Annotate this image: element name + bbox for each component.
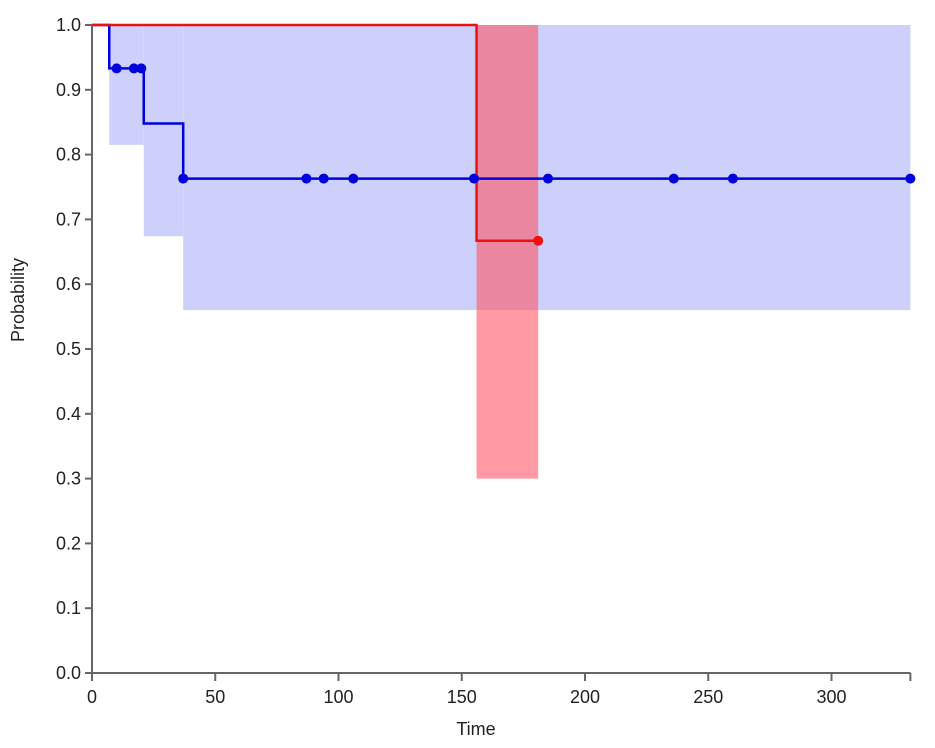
red-survival-line (92, 23, 539, 243)
y-tick-label: 1.0 (56, 15, 81, 35)
y-tick-label: 0.7 (56, 209, 81, 229)
y-tick-label: 0.2 (56, 533, 81, 553)
y-tick-label: 0.4 (56, 404, 81, 424)
x-tick-label: 50 (205, 687, 225, 707)
blue-censor-marker[interactable] (668, 173, 679, 184)
y-tick-label: 0.0 (56, 663, 81, 683)
blue-confidence-band (183, 25, 911, 311)
confidence-bands (109, 25, 911, 479)
blue-censor-marker[interactable] (543, 173, 554, 184)
blue-confidence-band (143, 25, 184, 237)
y-tick-label: 0.8 (56, 145, 81, 165)
y-tick-label: 0.9 (56, 80, 81, 100)
y-tick-label: 0.6 (56, 274, 81, 294)
blue-censor-marker[interactable] (727, 173, 738, 184)
blue-censor-marker[interactable] (128, 63, 139, 74)
x-tick-label: 250 (693, 687, 723, 707)
blue-survival-line (92, 23, 911, 180)
blue-censor-marker[interactable] (469, 173, 480, 184)
y-axis-ticks: 0.0 0.1 0.2 0.3 0.4 0.5 0.6 0.7 0.8 0.9 1.0 (56, 15, 92, 683)
blue-censor-marker[interactable] (301, 173, 312, 184)
censor-markers (111, 63, 916, 246)
x-axis-title: Time (456, 719, 495, 739)
blue-censor-marker[interactable] (318, 173, 329, 184)
survival-curves (92, 23, 911, 243)
blue-censor-marker[interactable] (111, 63, 122, 74)
x-axis-ticks: 0 50 100 150 200 250 300 (87, 673, 912, 707)
blue-censor-marker[interactable] (136, 63, 147, 74)
blue-censor-marker[interactable] (905, 173, 916, 184)
x-tick-label: 150 (447, 687, 477, 707)
y-tick-label: 0.3 (56, 469, 81, 489)
red-censor-marker[interactable] (533, 235, 544, 246)
blue-censor-marker[interactable] (178, 173, 189, 184)
y-tick-label: 0.5 (56, 339, 81, 359)
x-tick-label: 0 (87, 687, 97, 707)
y-tick-label: 0.1 (56, 598, 81, 618)
axes: 0.0 0.1 0.2 0.3 0.4 0.5 0.6 0.7 0.8 0.9 1.0 0 50 100… (56, 15, 912, 707)
x-tick-label: 300 (816, 687, 846, 707)
x-tick-label: 200 (570, 687, 600, 707)
blue-confidence-band (109, 25, 144, 145)
y-axis-title: Probability (8, 258, 28, 342)
blue-censor-marker[interactable] (348, 173, 359, 184)
x-tick-label: 100 (323, 687, 353, 707)
red-confidence-band (476, 25, 539, 479)
